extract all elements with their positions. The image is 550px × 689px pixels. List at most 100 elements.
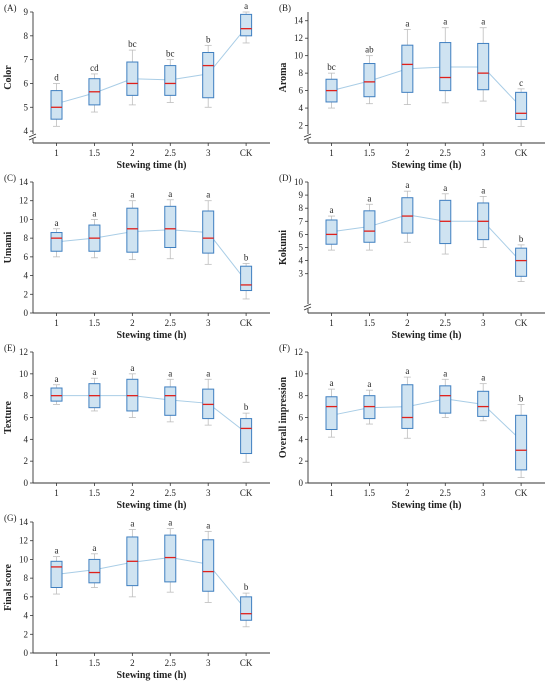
x-tick-label: 1 <box>54 488 59 498</box>
box-iqr <box>240 13 253 37</box>
significance-letter: d <box>54 72 59 82</box>
x-tick-label: 1 <box>54 148 59 158</box>
x-tick-label: 1.5 <box>89 488 101 498</box>
axis-break-mark <box>28 136 37 141</box>
chart-panel: (B) 2 4 6 8 10 12 14 1 1.5 2 2.5 3 CK Stewing time (h)… <box>278 3 545 171</box>
significance-letter: a <box>168 368 172 378</box>
x-tick-label: 3 <box>206 148 211 158</box>
x-axis-title: Stewing time (h) <box>117 670 187 681</box>
y-tick-label: 7 <box>24 55 29 65</box>
y-tick-label: 14 <box>294 16 304 26</box>
y-axis-title: Overall impression <box>278 376 289 458</box>
box-2: a <box>126 518 139 598</box>
box-iqr <box>202 539 215 592</box>
y-tick-label: 0 <box>24 648 29 658</box>
box-3: b <box>202 34 215 108</box>
box-CK: a <box>240 1 253 44</box>
y-tick-label: 6 <box>299 413 304 423</box>
significance-letter: a <box>443 17 447 27</box>
x-tick-label: 1.5 <box>364 148 376 158</box>
significance-letter: a <box>206 190 210 200</box>
box-2.5: bc <box>164 49 177 103</box>
box-iqr <box>164 65 177 96</box>
box-1.5: a <box>88 208 101 259</box>
y-tick-label: 5 <box>299 243 304 253</box>
x-axis-title: Stewing time (h) <box>392 330 462 341</box>
x-axis-title: Stewing time (h) <box>392 160 462 171</box>
box-3: a <box>477 17 490 102</box>
box-2: a <box>126 363 139 418</box>
chart-panel: (F) 0 2 4 6 8 10 12 1 1.5 2 2.5 3 CK Stewing time (h) O… <box>278 343 545 511</box>
x-tick-label: 3 <box>481 488 486 498</box>
x-tick-label: 2.5 <box>165 148 177 158</box>
box-1.5: a <box>363 193 376 251</box>
significance-letter: a <box>130 518 134 528</box>
box-2: bc <box>126 39 139 106</box>
significance-letter: ab <box>365 45 374 55</box>
y-tick-label: 12 <box>294 347 303 357</box>
box-iqr <box>363 210 376 243</box>
significance-letter: bc <box>128 39 137 49</box>
box-1.5: cd <box>88 63 101 113</box>
x-tick-label: 1 <box>329 318 334 328</box>
y-tick-label: 10 <box>19 554 29 564</box>
y-tick-label: 2 <box>299 121 304 131</box>
box-iqr <box>50 90 63 120</box>
x-tick-label: CK <box>240 658 253 668</box>
x-tick-label: 2.5 <box>165 658 177 668</box>
significance-letter: a <box>130 190 134 200</box>
significance-letter: b <box>206 34 211 44</box>
box-iqr <box>401 197 414 234</box>
box-2.5: a <box>439 17 452 104</box>
mean-line <box>56 395 247 434</box>
y-tick-label: 3 <box>299 269 304 279</box>
box-CK: b <box>515 393 528 478</box>
y-tick-label: 8 <box>299 68 304 78</box>
y-tick-label: 12 <box>19 536 28 546</box>
x-tick-label: 2.5 <box>440 488 452 498</box>
y-tick-label: 10 <box>294 177 304 187</box>
y-tick-label: 7 <box>299 216 304 226</box>
y-tick-label: 5 <box>24 102 29 112</box>
box-1.5: a <box>88 543 101 588</box>
box-1: a <box>50 218 63 258</box>
y-tick-label: 6 <box>24 413 29 423</box>
box-1: d <box>50 72 63 127</box>
box-iqr <box>401 44 414 93</box>
significance-letter: b <box>519 234 524 244</box>
panel-label: (D) <box>279 173 292 183</box>
y-tick-label: 4 <box>299 103 304 113</box>
y-tick-label: 14 <box>19 517 29 527</box>
y-tick-label: 8 <box>24 573 29 583</box>
box-iqr <box>202 210 215 254</box>
x-tick-label: CK <box>515 318 528 328</box>
y-axis-title: Color <box>3 65 14 90</box>
significance-letter: b <box>244 402 249 412</box>
y-axis-title: Aroma <box>278 63 289 93</box>
significance-letter: a <box>130 363 134 373</box>
y-tick-label: 4 <box>299 256 304 266</box>
x-tick-label: CK <box>240 318 253 328</box>
x-tick-label: 2 <box>130 658 135 668</box>
significance-letter: a <box>405 366 409 376</box>
axis-break-gap <box>29 134 37 139</box>
significance-letter: bc <box>166 49 175 59</box>
box-2.5: a <box>164 518 177 593</box>
significance-letter: a <box>55 374 59 384</box>
panel-label: (B) <box>279 3 291 13</box>
y-tick-label: 12 <box>294 33 303 43</box>
box-iqr <box>515 247 528 277</box>
box-iqr <box>88 558 101 584</box>
box-iqr <box>164 386 177 416</box>
y-tick-label: 8 <box>299 203 304 213</box>
y-tick-label: 8 <box>24 31 29 41</box>
box-3: a <box>202 190 215 265</box>
box-2.5: a <box>439 183 452 255</box>
box-iqr <box>50 232 63 252</box>
x-tick-label: CK <box>240 488 253 498</box>
x-tick-label: 2 <box>130 148 135 158</box>
significance-letter: cd <box>90 63 99 73</box>
box-CK: b <box>240 402 253 463</box>
box-iqr <box>477 390 490 417</box>
